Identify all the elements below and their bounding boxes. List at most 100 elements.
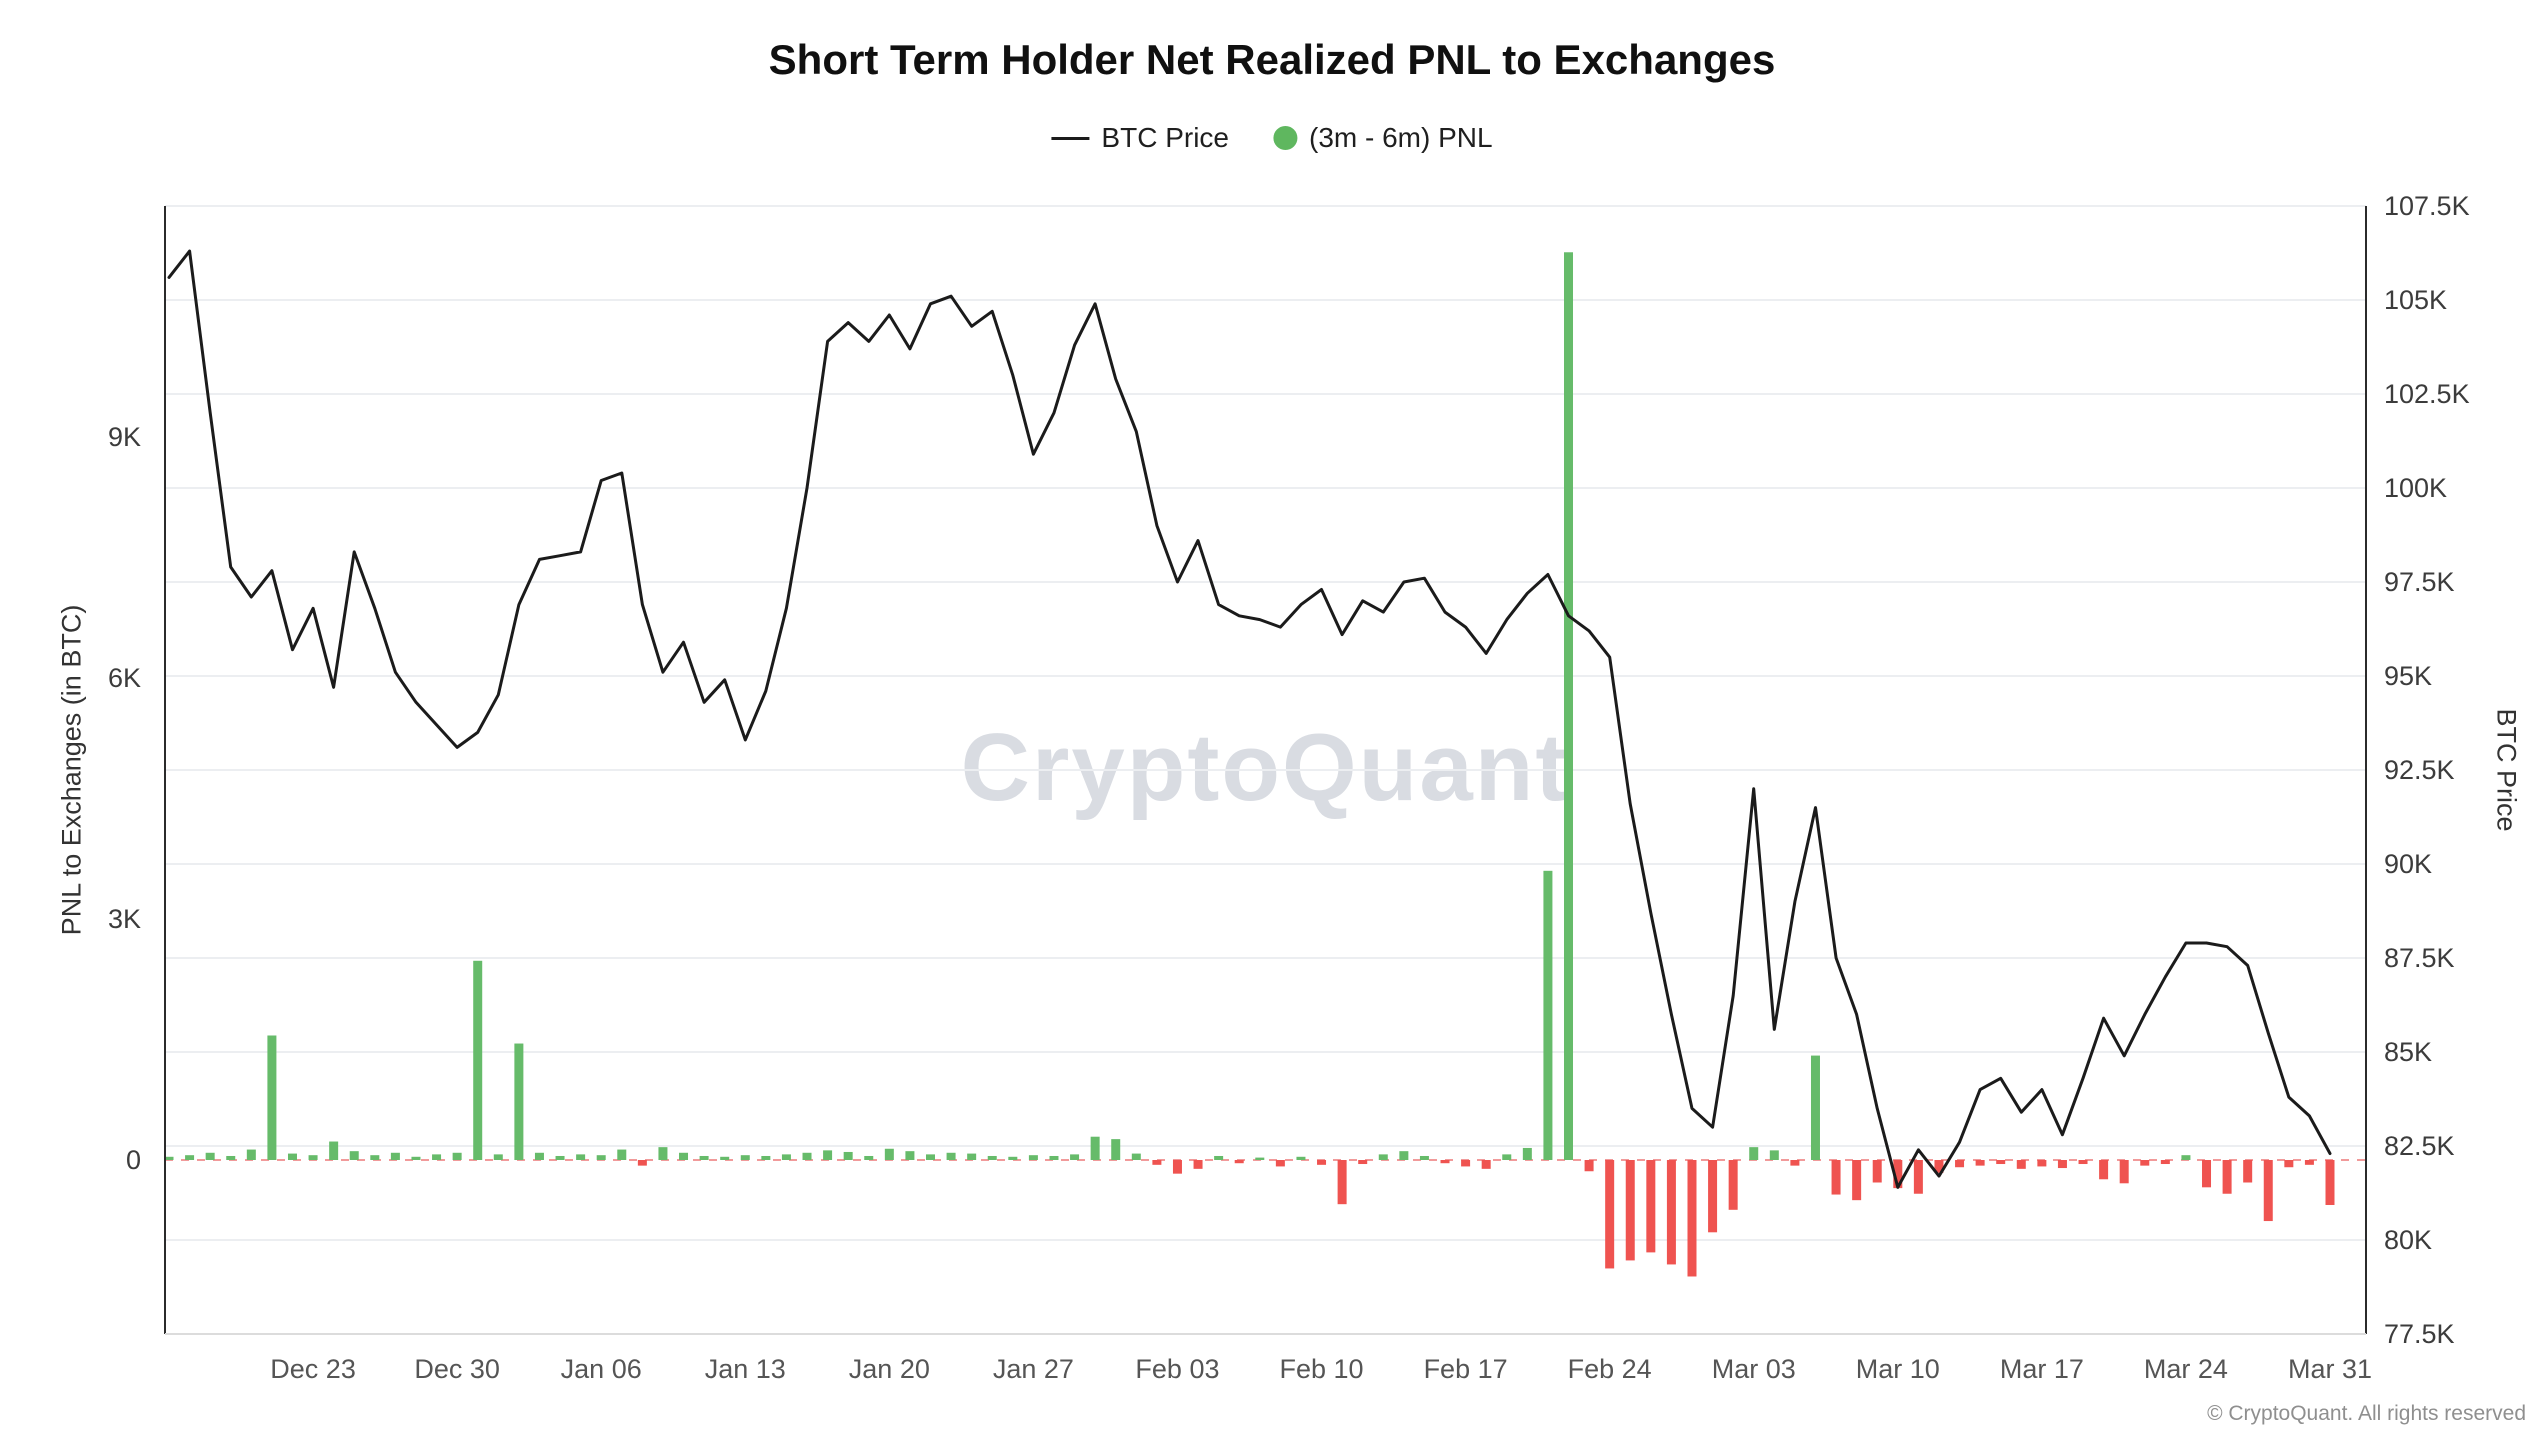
- right-axis-tick-label: 87.5K: [2384, 943, 2455, 973]
- pnl-bar: [1275, 1160, 1285, 1167]
- legend-item-btc-price[interactable]: BTC Price: [1051, 122, 1229, 154]
- page-title: Short Term Holder Net Realized PNL to Ex…: [768, 36, 1776, 83]
- x-axis-tick-label: Mar 17: [2000, 1354, 2084, 1384]
- pnl-bar: [596, 1155, 606, 1161]
- pnl-bar: [2304, 1160, 2314, 1165]
- pnl-bar: [555, 1155, 565, 1161]
- pnl-bar: [925, 1154, 935, 1161]
- pnl-bar: [1008, 1156, 1018, 1161]
- right-axis-tick-label: 85K: [2384, 1037, 2432, 1067]
- pnl-bar: [967, 1153, 977, 1161]
- legend-label-btc-price: BTC Price: [1101, 122, 1229, 153]
- pnl-bar: [2222, 1160, 2232, 1194]
- right-axis-tick-label: 90K: [2384, 849, 2432, 879]
- pnl-bar: [2119, 1160, 2129, 1184]
- pnl-bar: [2057, 1160, 2067, 1169]
- pnl-bar: [720, 1156, 730, 1161]
- pnl-bar: [1378, 1154, 1388, 1161]
- left-axis-tick-label: 9K: [108, 422, 141, 452]
- x-axis-tick-label: Feb 17: [1424, 1354, 1508, 1384]
- pnl-bar: [1399, 1151, 1409, 1161]
- x-axis-tick-label: Jan 13: [705, 1354, 786, 1384]
- x-axis-tick-label: Mar 03: [1712, 1354, 1796, 1384]
- x-axis-tick-label: Feb 03: [1135, 1354, 1219, 1384]
- pnl-bar: [432, 1154, 442, 1161]
- pnl-bar: [1790, 1160, 1800, 1166]
- pnl-bar: [390, 1152, 400, 1161]
- pnl-bar: [493, 1154, 503, 1161]
- x-axis-tick-label: Feb 10: [1280, 1354, 1364, 1384]
- pnl-bar: [1317, 1160, 1327, 1165]
- legend-item-pnl[interactable]: (3m - 6m) PNL: [1273, 122, 1493, 154]
- pnl-bar: [2202, 1160, 2212, 1188]
- pnl-bar: [2016, 1160, 2026, 1169]
- pnl-bar: [1934, 1160, 1944, 1173]
- pnl-bar: [185, 1155, 195, 1161]
- pnl-bar: [1090, 1136, 1100, 1161]
- pnl-bar: [1728, 1160, 1738, 1210]
- pnl-bar: [1831, 1160, 1841, 1195]
- pnl-bar: [2263, 1160, 2273, 1222]
- pnl-bar: [1852, 1160, 1862, 1201]
- pnl-bar: [987, 1155, 997, 1161]
- pnl-bar: [246, 1149, 256, 1161]
- left-axis-tick-label: 3K: [108, 904, 141, 934]
- pnl-bar: [267, 1035, 277, 1161]
- pnl-bar: [679, 1152, 689, 1161]
- pnl-bar: [1769, 1150, 1779, 1161]
- right-axis-tick-label: 105K: [2384, 285, 2447, 315]
- pnl-bar: [2160, 1160, 2170, 1165]
- pnl-bar: [308, 1155, 318, 1161]
- pnl-bar: [205, 1152, 215, 1161]
- left-axis-title: PNL to Exchanges (in BTC): [56, 604, 87, 936]
- pnl-bar: [1461, 1160, 1471, 1167]
- pnl-bar: [1111, 1139, 1121, 1161]
- pnl-bar: [1234, 1160, 1244, 1164]
- pnl-bar: [1214, 1155, 1224, 1161]
- pnl-bar: [1481, 1160, 1491, 1169]
- pnl-bar: [2078, 1160, 2088, 1165]
- right-axis-title: BTC Price: [2491, 708, 2522, 832]
- pnl-bar: [1975, 1160, 1985, 1166]
- pnl-bar: [637, 1160, 647, 1166]
- pnl-bar: [452, 1152, 462, 1161]
- x-axis-tick-label: Mar 24: [2144, 1354, 2228, 1384]
- left-axis-tick-label: 6K: [108, 663, 141, 693]
- pnl-bar: [823, 1150, 833, 1161]
- x-axis-tick-label: Feb 24: [1568, 1354, 1652, 1384]
- copyright-note: © CryptoQuant. All rights reserved: [2207, 1402, 2526, 1425]
- pnl-bar: [1028, 1155, 1038, 1161]
- pnl-bar: [1337, 1160, 1347, 1205]
- legend: BTC Price (3m - 6m) PNL: [1051, 122, 1493, 154]
- x-axis-tick-label: Mar 10: [1856, 1354, 1940, 1384]
- gridlines: [165, 205, 2366, 1335]
- pnl-bar: [781, 1154, 791, 1161]
- pnl-bar: [1810, 1055, 1820, 1161]
- pnl-bar: [2099, 1160, 2109, 1180]
- pnl-bar: [411, 1156, 421, 1161]
- pnl-bar: [1646, 1160, 1656, 1253]
- pnl-bar: [226, 1155, 236, 1161]
- pnl-bar: [1564, 252, 1574, 1161]
- right-axis-tick-label: 97.5K: [2384, 567, 2455, 597]
- pnl-bar: [534, 1152, 544, 1161]
- pnl-bar: [349, 1151, 359, 1161]
- pnl-bar: [1255, 1157, 1265, 1161]
- pnl-bar: [802, 1152, 812, 1161]
- pnl-bar: [1152, 1160, 1162, 1165]
- pnl-bar: [1605, 1160, 1615, 1269]
- pnl-bar: [1049, 1155, 1059, 1161]
- pnl-bar: [946, 1152, 956, 1161]
- pnl-bar: [658, 1147, 668, 1161]
- pnl-bar: [329, 1141, 339, 1161]
- pnl-bar: [2243, 1160, 2253, 1183]
- right-axis-tick-label: 100K: [2384, 473, 2447, 503]
- pnl-bars: [164, 252, 2335, 1277]
- cryptoquant-watermark: CryptoQuant: [960, 714, 1570, 821]
- pnl-bar: [1749, 1147, 1759, 1161]
- pnl-bar: [1419, 1155, 1429, 1161]
- pnl-bar: [1872, 1160, 1882, 1183]
- right-axis-tick-label: 82.5K: [2384, 1131, 2455, 1161]
